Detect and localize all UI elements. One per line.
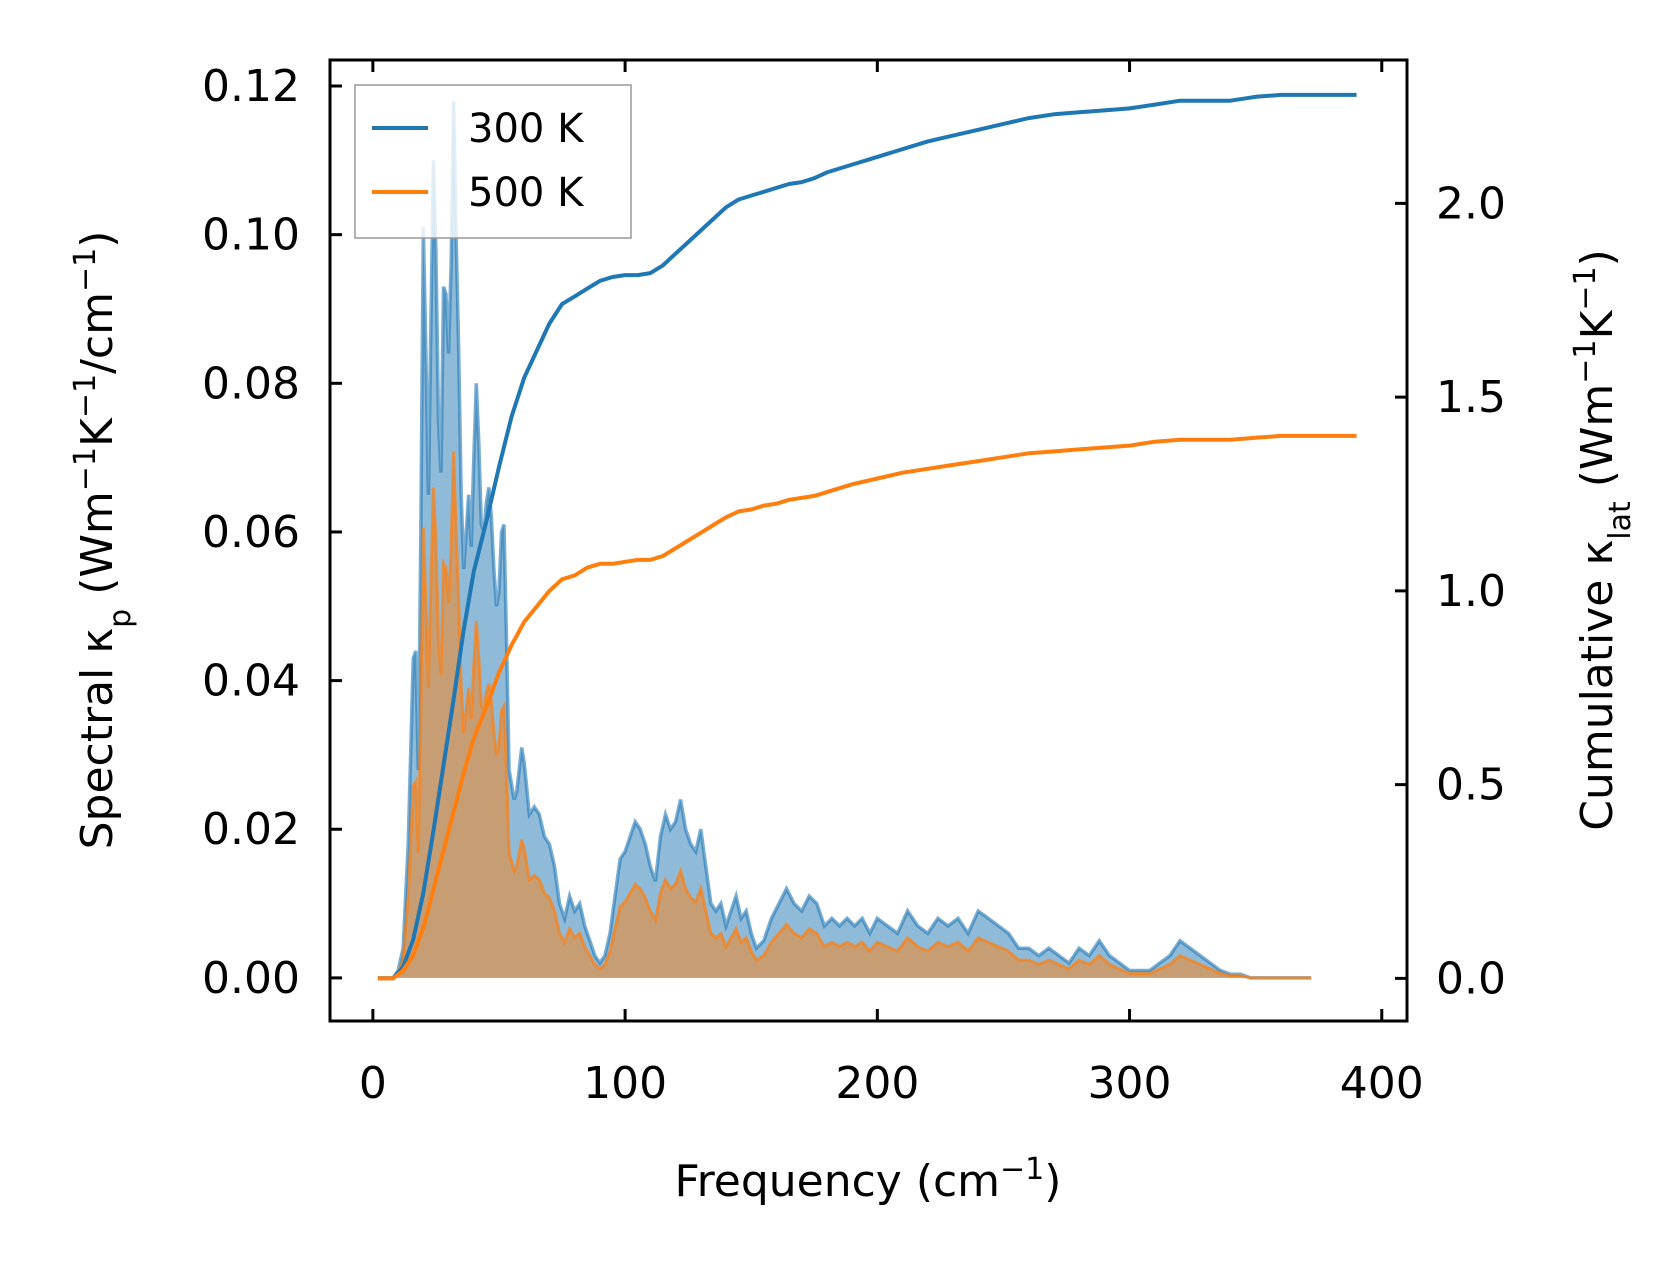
y-left-tick-label: 0.06 bbox=[202, 507, 300, 558]
x-tick-label: 0 bbox=[359, 1058, 387, 1109]
y-right-tick-label: 2.0 bbox=[1436, 178, 1506, 229]
y-right-tick-label: 0.0 bbox=[1436, 953, 1506, 1004]
x-tick-label: 300 bbox=[1088, 1058, 1172, 1109]
x-tick-label: 400 bbox=[1340, 1058, 1424, 1109]
x-tick-label: 200 bbox=[835, 1058, 919, 1109]
y-left-tick-label: 0.10 bbox=[202, 210, 300, 261]
y-right-tick-label: 1.5 bbox=[1436, 372, 1506, 423]
cumulative-lines bbox=[377, 92, 1357, 981]
y-left-tick-label: 0.02 bbox=[202, 804, 300, 855]
axis-ticks: 0 100 200 300 400 0.00 0.02 0.04 0.06 0.08 0.10 0.1… bbox=[202, 60, 1506, 1109]
spectral-outline-300k bbox=[377, 100, 1312, 980]
spectral-outline-500k bbox=[377, 451, 1312, 980]
y-right-tick-label: 1.0 bbox=[1436, 566, 1506, 617]
x-axis-label: Frequency (cm−1) bbox=[675, 1152, 1062, 1208]
spectral-fills bbox=[377, 100, 1312, 980]
y-left-tick-label: 0.12 bbox=[202, 61, 300, 112]
legend-label-500k: 500 K bbox=[468, 170, 585, 216]
y-left-tick-label: 0.04 bbox=[202, 656, 300, 707]
y-left-tick-label: 0.08 bbox=[202, 358, 300, 409]
legend-label-300k: 300 K bbox=[468, 106, 585, 152]
y-left-tick-label: 0.00 bbox=[202, 953, 300, 1004]
spectral-fill-500k bbox=[377, 451, 1312, 978]
y-right-tick-label: 0.5 bbox=[1436, 760, 1506, 811]
y-right-axis-label: Cumulative κlat (Wm−1K−1) bbox=[1568, 249, 1638, 831]
legend-box bbox=[354, 84, 632, 239]
cumulative-line-300k bbox=[377, 92, 1357, 981]
cumulative-line-500k bbox=[377, 433, 1357, 981]
legend: 300 K 500 K bbox=[354, 84, 632, 239]
plot-frame bbox=[328, 58, 1409, 1023]
x-tick-label: 100 bbox=[583, 1058, 667, 1109]
y-left-axis-label: Spectral κp (Wm−1K−1/cm−1) bbox=[68, 231, 138, 850]
